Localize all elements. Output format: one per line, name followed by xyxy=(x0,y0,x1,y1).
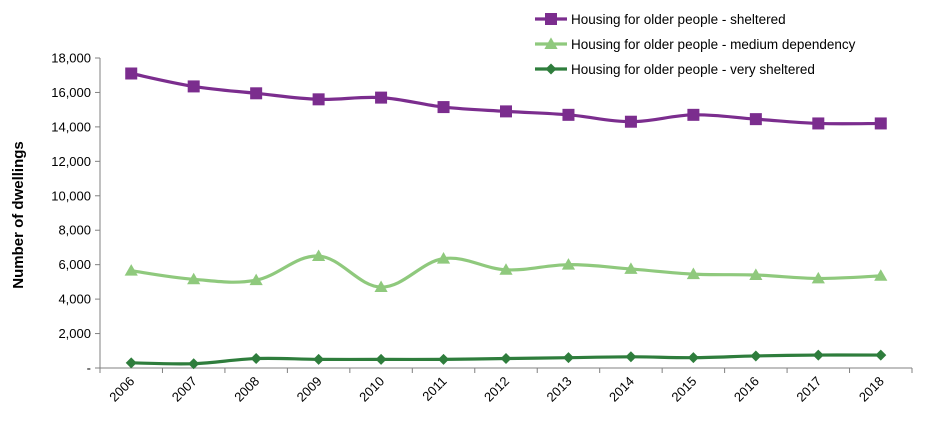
x-tick-label: 2018 xyxy=(856,374,887,405)
data-point xyxy=(562,108,575,121)
legend-item-2: Housing for older people - medium depend… xyxy=(535,37,856,52)
y-tick-label: 8,000 xyxy=(58,223,91,238)
data-point xyxy=(249,273,263,286)
data-point xyxy=(561,258,576,270)
data-point xyxy=(686,267,700,280)
data-point xyxy=(687,352,699,364)
legend-label: Housing for older people - very sheltere… xyxy=(571,62,815,77)
data-point xyxy=(250,353,262,365)
data-point xyxy=(188,358,200,370)
x-tick-label: 2013 xyxy=(544,374,575,405)
y-tick-label: - xyxy=(87,361,91,376)
data-point xyxy=(749,113,762,126)
x-tick-label: 2015 xyxy=(668,374,699,405)
data-point xyxy=(500,105,512,118)
x-tick-label: 2014 xyxy=(606,374,637,405)
data-point xyxy=(562,352,574,364)
legend-label: Housing for older people - sheltered xyxy=(571,12,786,27)
data-point xyxy=(624,115,637,128)
x-tick-label: 2016 xyxy=(731,374,762,405)
axes: - 2,000 4,000 6,000 8,000 10,000 12,000 14,000 1… xyxy=(51,51,913,405)
data-point xyxy=(375,353,387,365)
y-tick-label: 4,000 xyxy=(58,292,91,307)
x-tick-label: 2012 xyxy=(481,374,512,405)
legend-item-1: Housing for older people - sheltered xyxy=(535,12,786,27)
y-tick-label: 14,000 xyxy=(51,119,91,134)
legend-item-3: Housing for older people - very sheltere… xyxy=(535,62,815,77)
data-point xyxy=(375,91,388,104)
data-point xyxy=(874,117,887,130)
data-point xyxy=(812,349,824,361)
data-point xyxy=(812,117,825,130)
data-point xyxy=(811,271,825,284)
y-tick-label: 6,000 xyxy=(58,257,91,272)
y-tick-label: 16,000 xyxy=(51,85,91,100)
data-point xyxy=(437,101,450,114)
y-axis-title: Number of dwellings xyxy=(10,141,27,289)
data-point xyxy=(875,349,887,361)
x-tick-label: 2009 xyxy=(294,374,325,405)
legend-label: Housing for older people - medium depend… xyxy=(571,37,856,52)
data-point xyxy=(187,272,201,285)
data-point xyxy=(687,108,700,121)
legend-marker xyxy=(544,37,558,49)
x-tick-label: 2007 xyxy=(169,374,200,405)
y-tick-label: 2,000 xyxy=(58,326,91,341)
series-2 xyxy=(124,249,888,293)
data-point xyxy=(438,353,450,365)
data-point xyxy=(436,252,451,264)
series-layer xyxy=(124,67,888,370)
data-point xyxy=(312,249,326,262)
data-point xyxy=(374,280,388,293)
y-tick-label: 10,000 xyxy=(51,188,91,203)
data-point xyxy=(312,93,325,106)
series-3 xyxy=(125,349,887,370)
data-point xyxy=(125,357,137,369)
data-point xyxy=(624,262,638,274)
data-point xyxy=(125,67,138,80)
data-point xyxy=(313,353,325,365)
data-point xyxy=(250,87,263,100)
x-tick-label: 2006 xyxy=(106,374,137,405)
data-point xyxy=(625,351,637,363)
y-tick-label: 18,000 xyxy=(51,51,91,66)
data-point xyxy=(749,268,763,280)
x-tick-label: 2008 xyxy=(231,374,262,405)
data-point xyxy=(750,350,762,362)
data-point xyxy=(124,264,138,276)
data-point xyxy=(500,353,512,365)
x-tick-label: 2017 xyxy=(793,374,824,405)
y-tick-label: 12,000 xyxy=(51,154,91,169)
legend-marker xyxy=(545,63,557,75)
legend-marker xyxy=(545,13,557,25)
data-point xyxy=(499,263,513,275)
x-tick-label: 2010 xyxy=(356,374,387,405)
legend: Housing for older people - sheltered Hous… xyxy=(535,12,856,77)
x-tick-label: 2011 xyxy=(419,374,449,404)
series-1 xyxy=(125,67,887,130)
data-point xyxy=(187,80,200,93)
data-point xyxy=(874,269,888,281)
